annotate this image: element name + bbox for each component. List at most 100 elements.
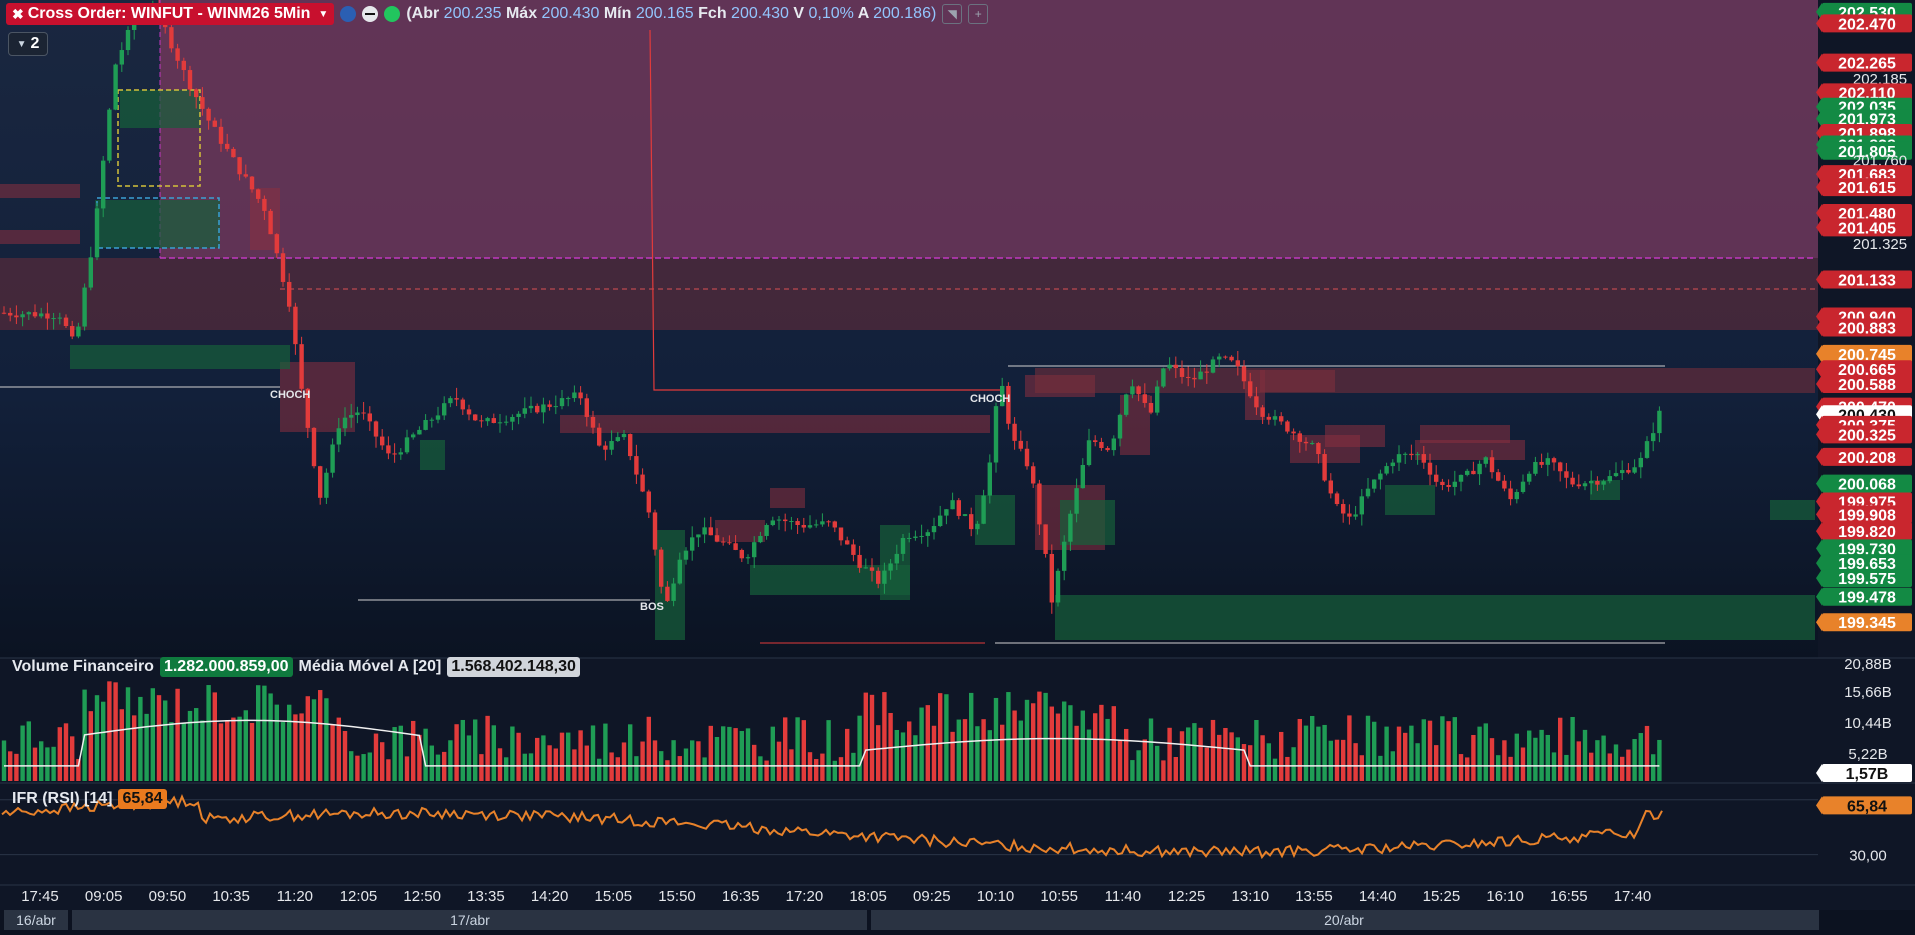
candle-body [621, 434, 627, 438]
volume-bar [404, 756, 410, 781]
candle-body [1099, 441, 1104, 449]
volume-bar [714, 736, 720, 781]
volume-bar [913, 735, 918, 781]
candle-body [1427, 462, 1433, 475]
volume-bar [318, 690, 323, 781]
cross-order-button[interactable]: ✖ Cross Order: WINFUT - WINM26 5Min ▼ [6, 3, 335, 25]
volume-bar [1117, 739, 1123, 781]
candle-body [857, 554, 862, 568]
price-label-arrow [1816, 270, 1822, 289]
volume-bar [1651, 754, 1656, 781]
volume-bar [1086, 729, 1092, 781]
price-label-tag [1822, 218, 1912, 237]
volume-last-arrow [1816, 764, 1822, 782]
candle-body [714, 535, 720, 542]
volume-bar [20, 725, 25, 781]
broker-icon[interactable] [340, 6, 357, 22]
candle-body [776, 519, 782, 521]
add-icon[interactable]: + [968, 4, 989, 24]
volume-bar [1192, 723, 1197, 781]
candle-body [1471, 470, 1476, 475]
volume-bar [745, 728, 751, 781]
status-green-icon[interactable] [384, 6, 401, 22]
volume-bar [547, 745, 552, 781]
supply-block-3 [280, 362, 355, 432]
candle-body [975, 523, 980, 530]
candle-body [739, 549, 744, 559]
price-label-tag [1822, 109, 1912, 128]
candle-body [380, 436, 385, 446]
volume-bar [838, 757, 844, 781]
candle-body [634, 456, 639, 475]
candle-body [1446, 485, 1451, 487]
price-label-tag [1822, 141, 1912, 160]
candle-body [57, 317, 62, 319]
volume-bar [1130, 760, 1135, 781]
candle-body [14, 315, 19, 318]
candle-body [1260, 407, 1265, 417]
volume-bar [1136, 750, 1141, 781]
time-axis-label: 12:05 [340, 888, 378, 905]
demand-block-2 [120, 90, 200, 128]
price-label-tag [1822, 539, 1912, 558]
volume-bar [1210, 719, 1216, 781]
candle-body [652, 512, 658, 550]
volume-bar [1638, 733, 1643, 781]
volume-bar [795, 717, 800, 781]
volume-bar [869, 694, 875, 781]
volume-bar [1099, 704, 1104, 781]
volume-bar [925, 705, 930, 781]
volume-bar [969, 692, 974, 781]
candle-body [1086, 440, 1092, 466]
volume-bar [448, 740, 453, 781]
price-label-tag [1822, 554, 1912, 573]
price-axis-label: 201.325 [1853, 236, 1907, 253]
volume-indicator-label[interactable]: Volume Financeiro 1.282.000.859,00 Média… [12, 657, 580, 677]
volume-bar [1582, 729, 1588, 781]
volume-bar [1564, 754, 1569, 781]
volume-bar [931, 725, 937, 781]
volume-bar [299, 713, 304, 781]
candle-body [1372, 479, 1377, 489]
candle-body [646, 491, 651, 513]
candle-body [1291, 431, 1296, 434]
candle-body [547, 404, 552, 407]
candle-body [1229, 356, 1234, 361]
supply-block-0 [0, 184, 80, 198]
price-label-text: 199.730 [1838, 541, 1896, 558]
candle-body [361, 412, 366, 414]
price-label-arrow [1816, 178, 1822, 197]
candle-body [1297, 433, 1302, 442]
minus-circle-icon[interactable] [362, 6, 379, 22]
candle-body [993, 406, 999, 463]
layer-count-badge[interactable]: ▼ 2 [8, 32, 48, 56]
volume-bar [392, 727, 397, 781]
candle-body [1582, 483, 1588, 487]
time-axis-label: 10:35 [212, 888, 250, 905]
chevron-down-icon[interactable]: ▼ [318, 8, 329, 20]
volume-bar [1316, 726, 1321, 781]
candle-body [869, 567, 875, 571]
volume-bar [1334, 739, 1340, 781]
volume-bar [256, 685, 261, 781]
candle-body [671, 583, 676, 601]
volume-bar [1434, 745, 1439, 781]
time-axis-label: 15:50 [658, 888, 696, 905]
date-label: 20/abr [1324, 912, 1364, 928]
candle-body [1217, 356, 1222, 360]
candle-body [417, 429, 422, 435]
candle-body [1409, 453, 1414, 456]
candle-body [969, 514, 974, 530]
volume-bar [882, 692, 887, 781]
volume-bar [1043, 692, 1048, 781]
candle-body [256, 189, 261, 199]
price-label-arrow [1816, 2, 1822, 21]
rsi-indicator-label[interactable]: IFR (RSI) [14] 65,84 [12, 789, 167, 809]
volume-bar [1260, 735, 1265, 781]
volume-bar [1359, 755, 1364, 781]
collapse-icon[interactable]: ◥ [942, 4, 963, 24]
candle-body [70, 326, 75, 337]
time-axis-label: 15:25 [1423, 888, 1461, 905]
